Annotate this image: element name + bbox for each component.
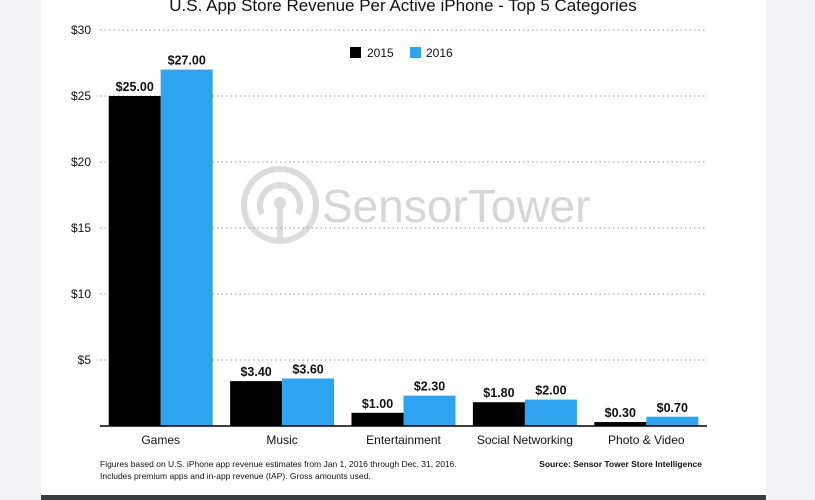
bar-2016-1 <box>282 378 335 426</box>
y-tick-label: $20 <box>71 155 91 169</box>
watermark-word-tower: Tower <box>468 180 591 232</box>
bar-2015-0 <box>108 96 161 426</box>
x-category-label: Music <box>266 433 297 447</box>
bar-2015-3 <box>472 402 525 426</box>
y-tick-label: $15 <box>71 221 91 235</box>
data-labels: $25.00 $27.00 $3.40 $3.60 $1.00 $2.30 $1.80 $2.… <box>116 54 688 420</box>
y-tick-label: $25 <box>71 89 91 103</box>
bar-2016-2 <box>403 395 456 426</box>
data-label: $0.30 <box>605 406 636 420</box>
sensortower-watermark: SensorTower <box>241 166 590 244</box>
bar-2015-2 <box>351 412 404 426</box>
y-tick-label: $10 <box>71 287 91 301</box>
legend-label-2015: 2015 <box>367 46 394 60</box>
data-label: $1.80 <box>483 386 514 400</box>
data-label: $1.00 <box>362 397 393 411</box>
footnote-line-1: Figures based on U.S. iPhone app revenue… <box>100 459 457 469</box>
footnote-line-2: Includes premium apps and in-app revenue… <box>100 471 371 481</box>
bottom-strip <box>41 495 766 500</box>
y-axis-ticks: $5 $10 $15 $20 $25 $30 <box>71 23 91 367</box>
x-category-label: Games <box>141 433 180 447</box>
y-tick-label: $30 <box>71 23 91 37</box>
sensortower-logo-icon <box>241 166 319 244</box>
data-label: $2.30 <box>414 380 445 394</box>
data-label: $27.00 <box>168 54 206 68</box>
bars <box>108 69 699 426</box>
data-label: $3.60 <box>292 362 323 376</box>
data-label: $3.40 <box>240 365 271 379</box>
source-note: Source: Sensor Tower Store Intelligence <box>539 459 702 469</box>
data-label: $0.70 <box>657 401 688 415</box>
legend-swatch-2015 <box>350 47 361 58</box>
bar-2016-3 <box>524 399 577 426</box>
legend-swatch-2016 <box>410 47 421 58</box>
bar-2015-1 <box>230 381 283 426</box>
x-category-label: Social Networking <box>477 433 573 447</box>
data-label: $2.00 <box>535 384 566 398</box>
legend-label-2016: 2016 <box>426 46 453 60</box>
bar-2015-4 <box>594 422 647 426</box>
chart-title: U.S. App Store Revenue Per Active iPhone… <box>169 0 636 15</box>
watermark-word-sensor: Sensor <box>322 180 468 232</box>
legend: 2015 2016 <box>350 46 453 60</box>
bar-2016-0 <box>160 69 213 426</box>
svg-text:SensorTower: SensorTower <box>322 180 590 232</box>
x-category-label: Photo & Video <box>608 433 685 447</box>
bar-2016-4 <box>646 416 699 426</box>
x-category-label: Entertainment <box>366 433 441 447</box>
data-label: $25.00 <box>116 80 154 94</box>
x-axis-categories: Games Music Entertainment Social Networking… <box>141 433 685 447</box>
y-tick-label: $5 <box>78 353 92 367</box>
